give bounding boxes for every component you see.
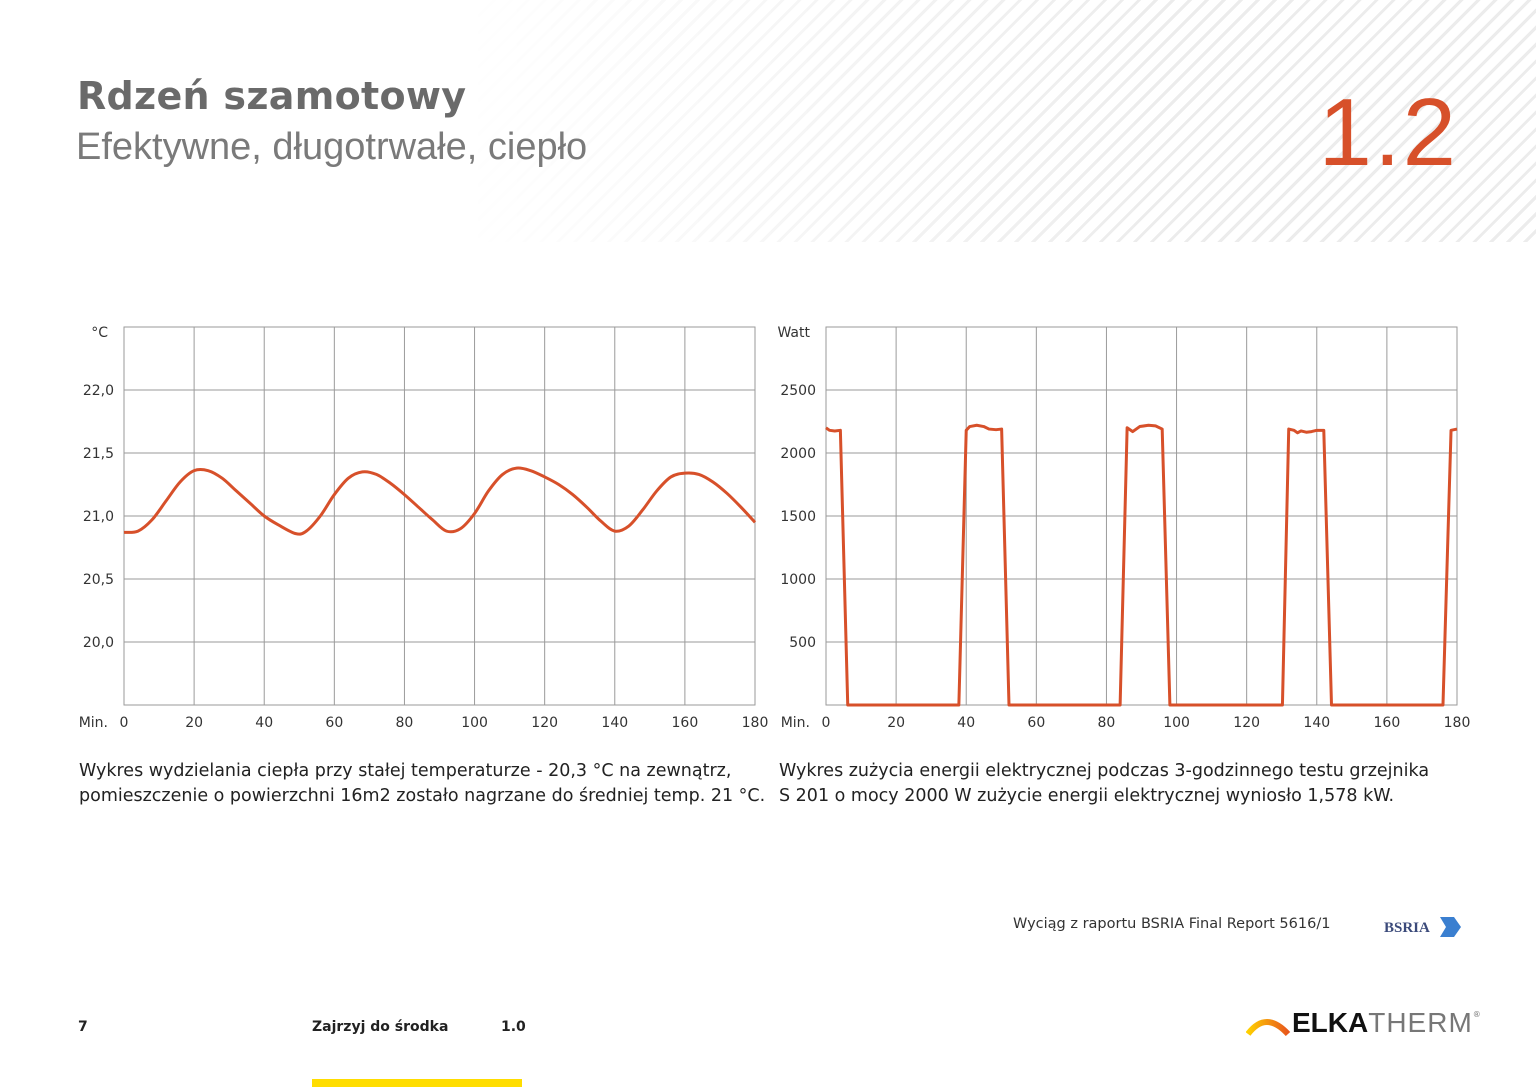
svg-text:BSRIA: BSRIA	[1384, 920, 1430, 936]
x-tick-label: 0	[120, 715, 129, 731]
y-tick-label: 21,5	[83, 446, 114, 462]
x-tick-label: 140	[1303, 715, 1330, 731]
x-tick-label: 80	[396, 715, 414, 731]
caption-line: S 201 o mocy 2000 W zużycie energii elek…	[779, 786, 1395, 806]
caption-line: pomieszczenie o powierzchni 16m2 zostało…	[79, 786, 766, 806]
x-tick-label: 140	[601, 715, 628, 731]
x-tick-label: 40	[957, 715, 975, 731]
x-tick-label: 180	[1444, 715, 1471, 731]
bsria-logo: BSRIA	[1384, 917, 1461, 937]
y-tick-label: 500	[789, 635, 816, 651]
y-axis-unit-label: Watt	[777, 325, 810, 341]
x-tick-label: 180	[742, 715, 769, 731]
x-tick-label: 20	[185, 715, 203, 731]
temperature-chart-caption: Wykres wydzielania ciepła przy stałej te…	[79, 759, 765, 809]
x-tick-label: 120	[1233, 715, 1260, 731]
y-tick-label: 2500	[780, 383, 816, 399]
header-stripe-background	[0, 0, 1536, 242]
y-axis-unit-label: °C	[91, 325, 108, 341]
y-tick-label: 21,0	[83, 509, 114, 525]
footer-section-number: 1.0	[501, 1019, 526, 1035]
page-title: Rdzeń szamotowy	[77, 74, 467, 118]
sun-arc-icon	[1246, 1019, 1291, 1036]
y-tick-label: 2000	[780, 446, 816, 462]
y-tick-label: 1000	[780, 572, 816, 588]
y-tick-label: 1500	[780, 509, 816, 525]
power-chart-caption: Wykres zużycia energii elektrycznej podc…	[779, 759, 1429, 809]
x-tick-label: 40	[255, 715, 273, 731]
x-tick-label: 120	[531, 715, 558, 731]
x-tick-label: 160	[1374, 715, 1401, 731]
page-number: 7	[78, 1019, 88, 1035]
x-tick-label: 20	[887, 715, 905, 731]
temperature-chart: 0 20 40 60 80 100 120 140 160 180 20,0 20,5 21,0 21,5…	[79, 325, 769, 731]
power-series-line	[825, 423, 1458, 707]
y-tick-label: 20,5	[83, 572, 114, 588]
temperature-series-line	[123, 466, 757, 536]
x-axis-label: Min.	[781, 715, 810, 731]
power-chart: 0 20 40 60 80 100 120 140 160 180 500 1000 1500 2000 2…	[777, 325, 1471, 731]
section-number: 1.2	[1318, 79, 1458, 186]
x-tick-label: 100	[1163, 715, 1190, 731]
source-note: Wyciąg z raportu BSRIA Final Report 5616…	[1013, 916, 1331, 932]
x-tick-label: 0	[822, 715, 831, 731]
brand-therm: THERM	[1368, 1007, 1473, 1038]
x-tick-label: 160	[672, 715, 699, 731]
x-tick-label: 60	[1027, 715, 1045, 731]
footer-active-indicator	[312, 1079, 522, 1087]
elkatherm-logo: ELKA THERM ®	[1246, 1006, 1481, 1040]
footer-section-link[interactable]: Zajrzyj do środka	[312, 1019, 449, 1035]
registered-mark: ®	[1472, 1010, 1481, 1019]
x-axis-label: Min.	[79, 715, 108, 731]
y-tick-label: 22,0	[83, 383, 114, 399]
caption-line: Wykres zużycia energii elektrycznej podc…	[779, 761, 1430, 781]
x-tick-label: 60	[325, 715, 343, 731]
x-tick-label: 100	[461, 715, 488, 731]
page-subtitle: Efektywne, długotrwałe, ciepło	[76, 126, 588, 168]
brand-elka: ELKA	[1292, 1007, 1369, 1038]
x-tick-label: 80	[1098, 715, 1116, 731]
caption-line: Wykres wydzielania ciepła przy stałej te…	[79, 761, 732, 781]
y-tick-label: 20,0	[83, 635, 114, 651]
